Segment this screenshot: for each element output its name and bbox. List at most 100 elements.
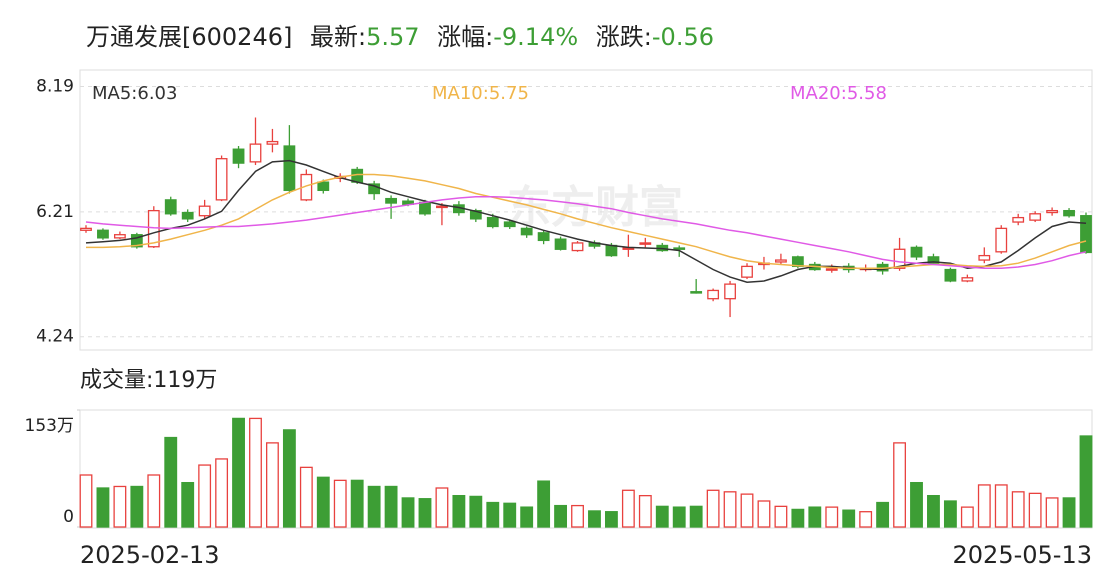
- x-tick-label: 2025-02-13: [80, 541, 219, 569]
- volume-bar: [147, 474, 161, 528]
- candle-body: [1080, 215, 1092, 254]
- volume-bar: [232, 417, 245, 528]
- candle-body: [486, 216, 499, 228]
- volume-bar: [1045, 497, 1059, 528]
- volume-bar: [96, 487, 110, 528]
- price-panel: [79, 69, 1093, 351]
- candle-body: [385, 197, 397, 204]
- candle-body: [775, 259, 787, 263]
- candle-body: [181, 211, 194, 220]
- y-tick-label: 6.21: [36, 202, 74, 222]
- latest-label: 最新:: [310, 23, 366, 51]
- candle-body: [317, 181, 330, 192]
- candle-body: [571, 242, 584, 252]
- volume-bar: [571, 504, 584, 528]
- candle-body: [978, 254, 991, 261]
- volume-bar: [130, 485, 144, 528]
- stock-name: 万通发展[600246]: [86, 23, 292, 51]
- latest: 5.57: [366, 23, 419, 51]
- volume-bar: [893, 442, 906, 528]
- candle-body: [639, 242, 652, 245]
- watermark: 东方财富: [507, 182, 683, 233]
- volume-bar: [452, 494, 466, 528]
- change-pct-label: 涨幅:: [437, 23, 493, 51]
- candle-body: [368, 183, 381, 195]
- candle-body: [520, 227, 533, 236]
- candle-body: [436, 205, 448, 209]
- volume-bar: [350, 479, 364, 528]
- volume-bar: [723, 491, 737, 528]
- candle-body: [605, 244, 618, 257]
- candle-body: [97, 229, 109, 239]
- volume-bar: [249, 417, 262, 528]
- volume-bar: [418, 498, 432, 528]
- legend-entry: MA5:6.03: [92, 83, 177, 104]
- candle-body: [113, 234, 126, 239]
- volume-bar: [401, 497, 415, 528]
- volume-bar: [604, 511, 618, 528]
- change-pct: -9.14%: [493, 23, 578, 51]
- volume-bar: [927, 494, 940, 528]
- legend-entry: MA10:5.75: [432, 83, 529, 104]
- volume-bar: [215, 458, 229, 528]
- volume-bar: [1062, 497, 1076, 528]
- volume-bar: [113, 485, 127, 528]
- volume-bar: [367, 485, 381, 528]
- candle-body: [147, 209, 160, 248]
- volume-bar: [469, 495, 483, 528]
- volume-bar: [503, 502, 517, 528]
- volume-bar: [655, 505, 669, 528]
- legend-entry: MA20:5.58: [790, 83, 887, 104]
- change: -0.56: [652, 23, 714, 51]
- volume-bar: [825, 506, 839, 528]
- candle-body: [724, 283, 736, 300]
- candle-body: [164, 199, 177, 215]
- y-tick-label: 8.19: [36, 76, 74, 96]
- candle-body: [130, 234, 143, 248]
- candle-body: [266, 140, 279, 145]
- volume-bar: [757, 500, 771, 528]
- volume-bar: [520, 506, 534, 528]
- volume-bar: [435, 487, 449, 528]
- candle-body: [80, 227, 92, 231]
- candle-body: [910, 246, 923, 258]
- y-tick-label: 153万: [25, 416, 74, 436]
- candle-body: [249, 143, 262, 163]
- candle-body: [741, 265, 753, 278]
- volume-bar: [621, 489, 635, 528]
- candle-body: [198, 205, 211, 217]
- volume-bar: [164, 436, 178, 528]
- volume-bar: [960, 506, 974, 528]
- volume-bar: [299, 466, 313, 528]
- candle-body: [419, 201, 431, 215]
- volume-bar: [943, 500, 957, 528]
- volume-bar: [384, 485, 398, 528]
- volume-bar: [554, 504, 568, 528]
- volume-bar: [808, 506, 822, 528]
- volume-bar: [1079, 435, 1093, 528]
- volume-bar: [316, 476, 330, 528]
- candle-body: [554, 238, 567, 250]
- candle-body: [995, 227, 1008, 253]
- candle-body: [1012, 216, 1025, 223]
- volume-bar: [672, 506, 686, 528]
- volume-bar: [79, 474, 93, 528]
- candle-body: [690, 291, 703, 294]
- candle-body: [503, 221, 516, 228]
- candle-body: [673, 247, 686, 250]
- volume-bar: [689, 505, 703, 528]
- candle-body: [232, 148, 245, 164]
- candle-body: [283, 145, 296, 192]
- y-tick-label: 0: [63, 507, 74, 527]
- volume-bar: [537, 480, 551, 528]
- candle-body: [825, 268, 838, 271]
- volume-bar: [181, 481, 195, 528]
- volume-bar: [876, 501, 890, 528]
- candle-body: [927, 256, 940, 264]
- volume-bar: [1028, 492, 1042, 528]
- volume-bar: [842, 509, 856, 528]
- volume-bar: [774, 505, 788, 528]
- candle-body: [893, 248, 906, 269]
- volume-bar: [791, 508, 805, 528]
